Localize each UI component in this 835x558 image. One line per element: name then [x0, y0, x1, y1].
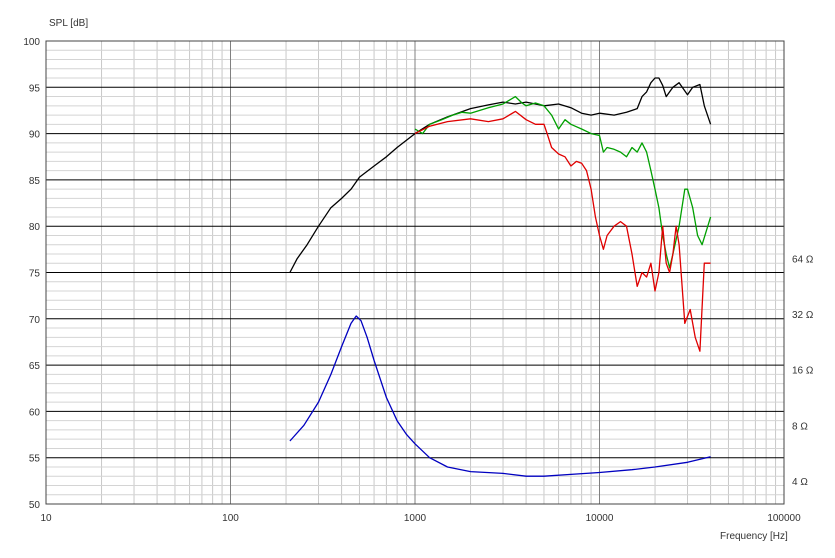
- impedance-tick-label: 4 Ω: [792, 477, 808, 488]
- x-tick-labels: 10 100 1000 10000 100000: [40, 513, 801, 524]
- y-tick-label: 75: [29, 269, 41, 280]
- y-tick-label: 85: [29, 176, 41, 187]
- x-axis-label: Frequency [Hz]: [720, 531, 788, 542]
- series-line-1: [289, 77, 712, 273]
- impedance-tick-label: 16 Ω: [792, 366, 814, 377]
- y-tick-label: 50: [29, 500, 41, 511]
- impedance-tick-labels: 64 Ω 32 Ω 16 Ω 8 Ω 4 Ω: [792, 255, 814, 488]
- major-grid: [46, 41, 784, 504]
- x-tick-label: 10000: [586, 513, 614, 524]
- x-tick-label: 100000: [767, 513, 801, 524]
- impedance-tick-label: 32 Ω: [792, 310, 814, 321]
- y-tick-label: 65: [29, 361, 41, 372]
- series-line-3: [414, 110, 711, 352]
- y-tick-label: 90: [29, 130, 41, 141]
- y-axis-label: SPL [dB]: [49, 18, 88, 29]
- y-tick-label: 70: [29, 315, 41, 326]
- impedance-tick-label: 8 Ω: [792, 421, 808, 432]
- y-tick-label: 80: [29, 222, 41, 233]
- x-tick-label: 10: [40, 513, 52, 524]
- y-tick-labels: 100 95 90 85 80 75 70 65 60 55 50: [23, 37, 40, 511]
- x-tick-label: 1000: [404, 513, 427, 524]
- y-tick-label: 100: [23, 37, 40, 48]
- series-line-4: [289, 315, 711, 477]
- y-tick-label: 95: [29, 83, 41, 94]
- y-tick-label: 60: [29, 407, 41, 418]
- impedance-tick-label: 64 Ω: [792, 255, 814, 266]
- plot-frame: [45, 40, 785, 505]
- series-line-2: [414, 95, 712, 269]
- y-tick-label: 55: [29, 454, 41, 465]
- series-layer: [289, 77, 712, 477]
- x-tick-label: 100: [222, 513, 239, 524]
